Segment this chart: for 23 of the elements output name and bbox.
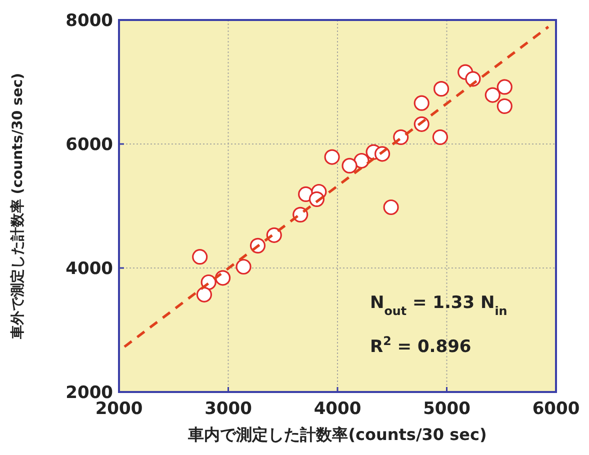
- point: [192, 249, 208, 265]
- point: [414, 95, 430, 111]
- x-tick-label: 4000: [314, 399, 362, 419]
- annotation: R$^{2}$ = 0.896: [370, 334, 472, 357]
- point: [342, 158, 358, 174]
- point: [433, 81, 450, 97]
- point: [324, 149, 340, 165]
- x-tick-label: 6000: [532, 399, 580, 419]
- x-tick-label: 3000: [204, 399, 252, 419]
- point: [484, 87, 500, 103]
- point: [196, 286, 212, 302]
- point: [496, 79, 512, 95]
- point: [236, 258, 252, 275]
- point: [383, 199, 399, 216]
- y-tick-label: 4000: [66, 259, 114, 279]
- y-axis-title: 車外で測定した計数率 (counts/30 sec): [9, 72, 26, 340]
- y-tick-label: 6000: [66, 135, 114, 155]
- x-axis-title: 車内で測定した計数率(counts/30 sec): [187, 425, 487, 444]
- y-tick-label: 8000: [66, 11, 114, 31]
- point: [496, 98, 512, 114]
- x-tick-label: 5000: [423, 399, 471, 419]
- point: [432, 129, 448, 145]
- annotation: N$_{out}$ = 1.33 N$_{in}$: [370, 293, 508, 318]
